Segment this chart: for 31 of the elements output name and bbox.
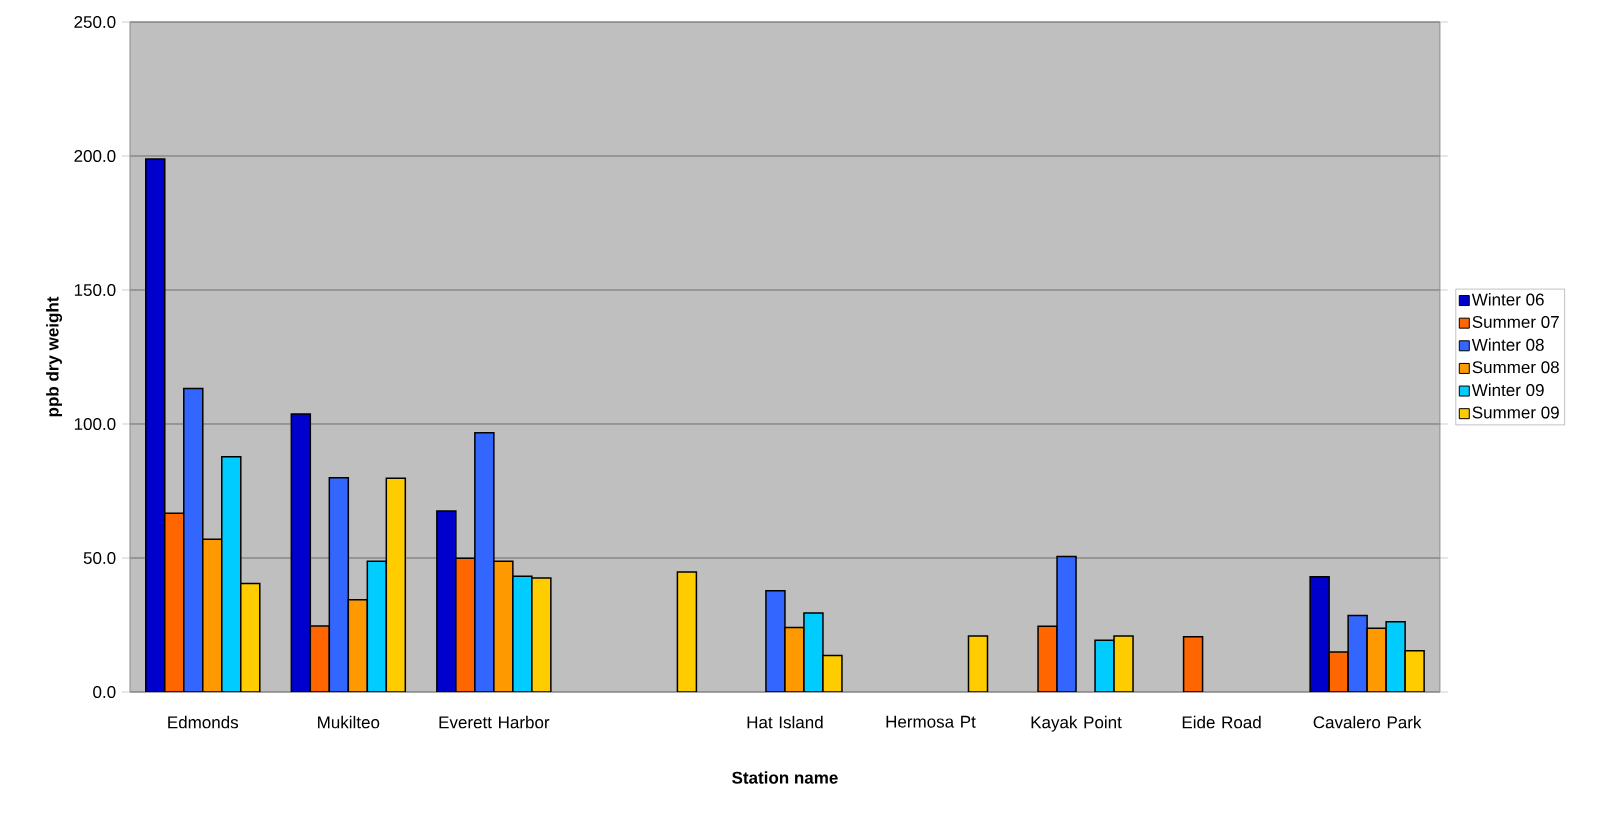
x-tick-label: Kayak Point	[1031, 715, 1122, 732]
legend-label: Winter 06	[1471, 293, 1544, 306]
x-tick-label: Everett Harbor	[439, 715, 550, 729]
bar	[328, 477, 350, 692]
bar	[347, 599, 369, 692]
bar	[1182, 636, 1204, 692]
bar	[366, 560, 388, 692]
legend-label: Summer 08	[1472, 361, 1559, 374]
bar	[290, 413, 312, 692]
x-tick-label: Eide Road	[1182, 715, 1261, 729]
bar	[967, 635, 989, 692]
x-tick-label: Cavalero Park	[1313, 715, 1422, 729]
y-tick-label: 100.0	[74, 417, 116, 431]
bar	[385, 477, 407, 692]
y-tick-label: 0.0	[93, 685, 116, 699]
bar	[309, 625, 331, 692]
legend-label: Summer 07	[1472, 315, 1559, 328]
legend-label: Summer 09	[1472, 406, 1559, 419]
x-tick-label: Hermosa Pt	[886, 715, 976, 728]
legend-label: Winter 09	[1471, 383, 1544, 397]
y-tick-label: 250.0	[74, 15, 116, 29]
x-axis-title: Station name	[732, 771, 838, 784]
x-tick-label: Mukilteo	[318, 715, 380, 729]
y-tick-label: 150.0	[74, 283, 116, 297]
y-axis-title: ppb dry weight	[46, 296, 63, 417]
y-tick-label: 50.0	[83, 551, 116, 565]
x-tick-label: Edmonds	[168, 715, 239, 729]
legend-label: Winter 08	[1471, 338, 1544, 351]
x-tick-label: Hat Island	[747, 715, 823, 729]
bar	[676, 571, 698, 692]
y-tick-label: 200.0	[74, 149, 116, 163]
